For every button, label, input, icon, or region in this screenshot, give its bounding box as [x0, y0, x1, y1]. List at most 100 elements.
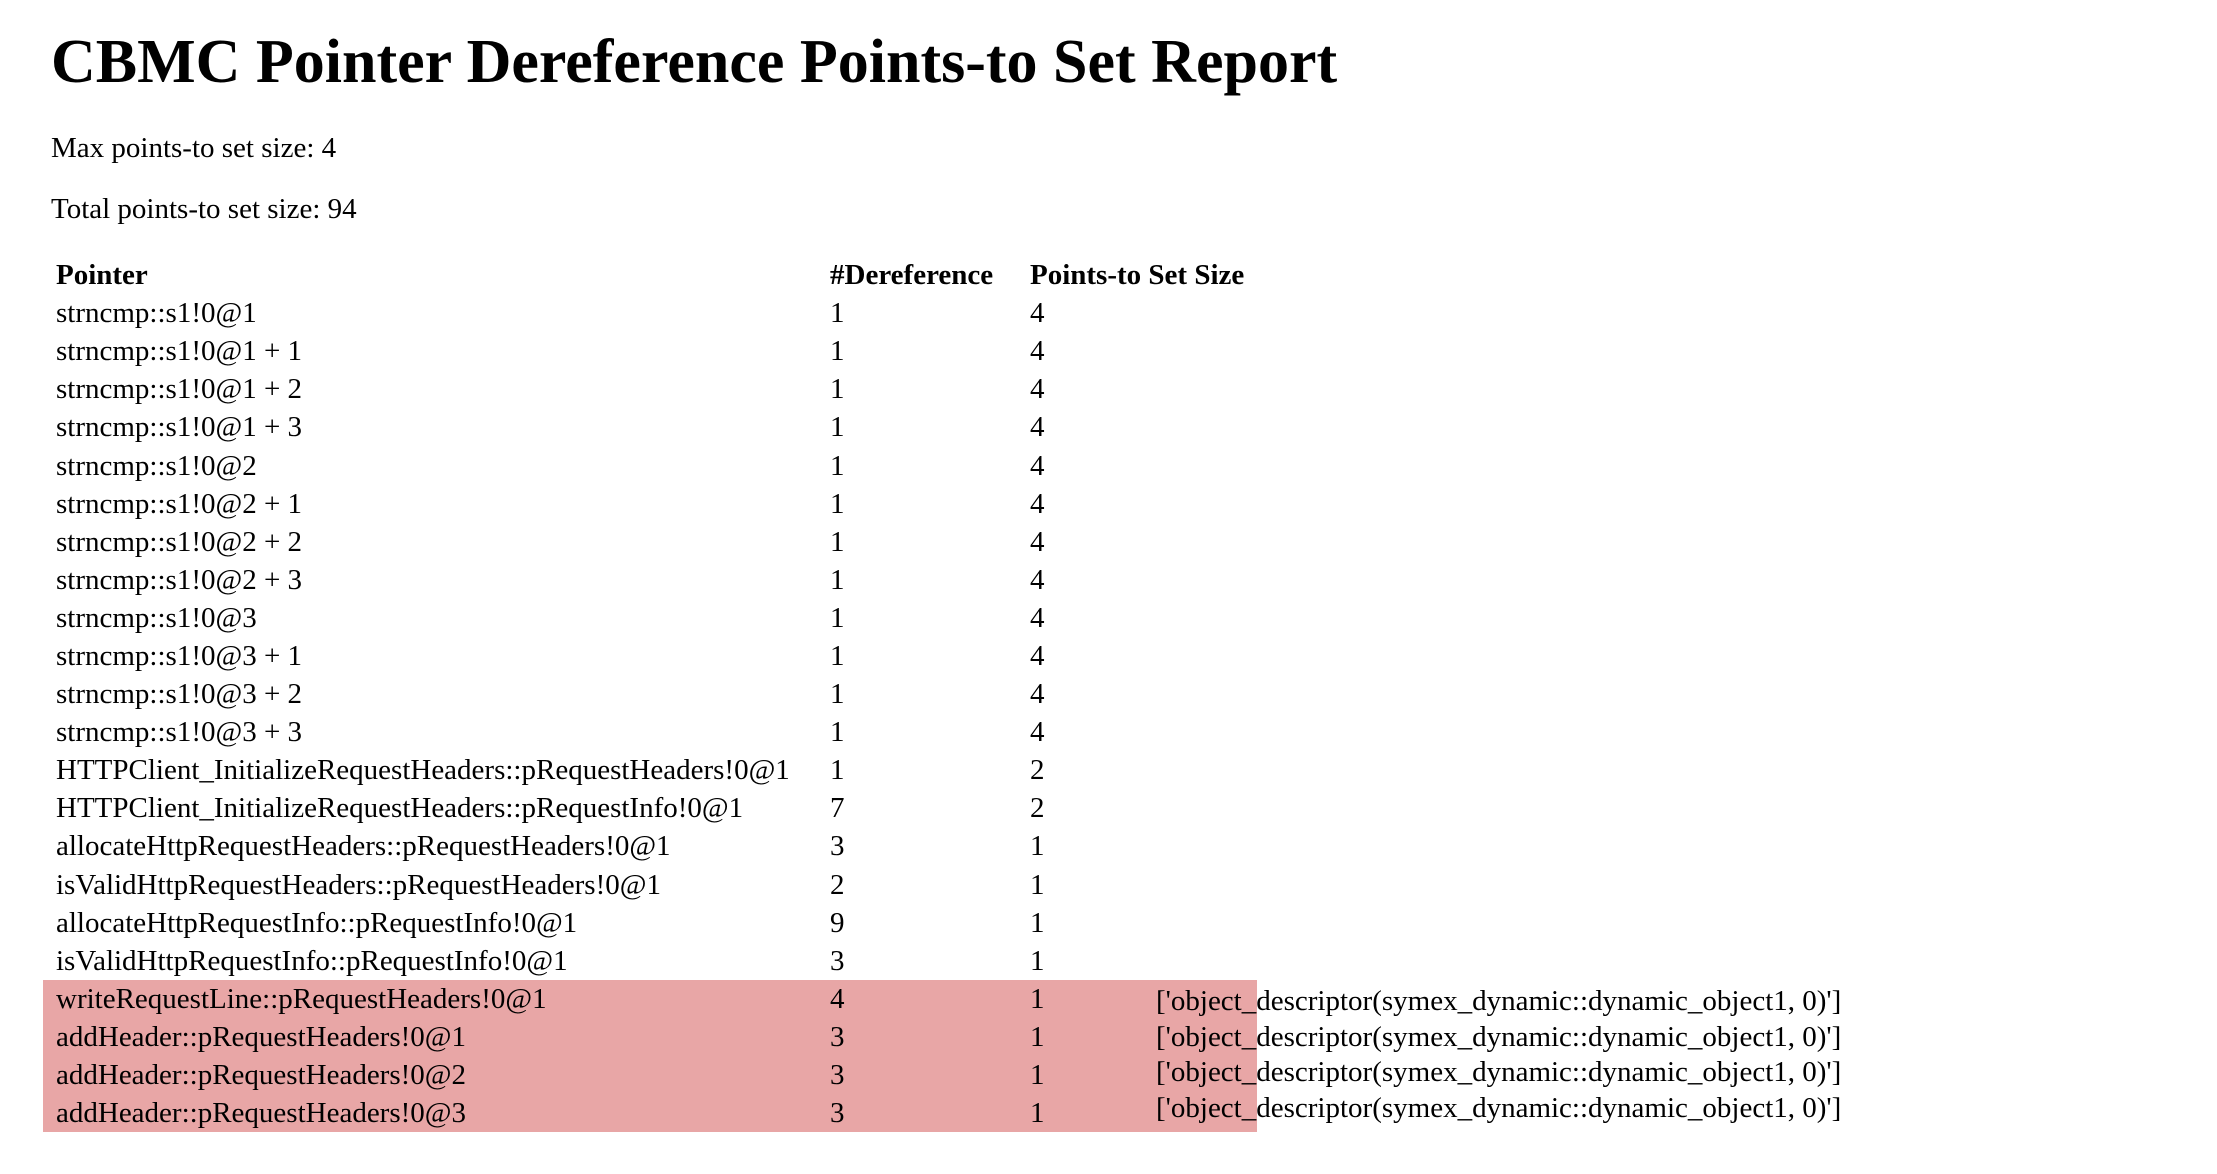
set-size-cell: 4	[1030, 716, 1045, 749]
set-size-cell: 1	[1017, 1017, 1258, 1056]
header-dereference: #Dereference	[830, 259, 994, 292]
pointer-cell: addHeader::pRequestHeaders!0@1	[43, 1017, 817, 1056]
page-title: CBMC Pointer Dereference Points-to Set R…	[51, 28, 1338, 96]
pointer-cell: writeRequestLine::pRequestHeaders!0@1	[43, 979, 817, 1018]
set-size-cell: 1	[1017, 979, 1258, 1018]
table-row: writeRequestLine::pRequestHeaders!0@1 4 1	[43, 979, 1258, 1018]
pointer-cell: strncmp::s1!0@2 + 2	[56, 525, 303, 558]
pointer-cell: addHeader::pRequestHeaders!0@2	[43, 1055, 817, 1095]
dereference-count-cell: 1	[830, 601, 845, 634]
table-row: addHeader::pRequestHeaders!0@2 3 1	[43, 1055, 1258, 1095]
object-descriptor-line: ['object_descriptor(symex_dynamic::dynam…	[1156, 1056, 1842, 1088]
pointer-cell: strncmp::s1!0@2 + 3	[56, 563, 303, 596]
pointer-cell: isValidHttpRequestHeaders::pRequestHeade…	[56, 868, 661, 901]
set-size-cell: 4	[1030, 525, 1045, 558]
table-row: strncmp::s1!0@2 + 1 1 4	[43, 485, 1257, 523]
pointer-cell: strncmp::s1!0@1 + 2	[56, 373, 303, 406]
dereference-count-cell: 3	[817, 1055, 1017, 1095]
dereference-count-cell: 1	[830, 639, 845, 672]
header-points-to-set-size: Points-to Set Size	[1030, 259, 1245, 292]
table-header-row: Pointer #Dereference Points-to Set Size	[43, 256, 1257, 294]
set-size-cell: 4	[1030, 297, 1045, 330]
set-size-cell: 4	[1030, 639, 1045, 672]
table-row: strncmp::s1!0@3 + 2 1 4	[43, 675, 1257, 713]
dereference-count-cell: 2	[830, 868, 845, 901]
set-size-cell: 1	[1030, 906, 1045, 939]
table-row: addHeader::pRequestHeaders!0@3 3 1	[43, 1094, 1258, 1133]
dereference-count-cell: 7	[830, 792, 845, 825]
points-to-table: Pointer #Dereference Points-to Set Size …	[43, 256, 1258, 1133]
set-size-cell: 1	[1030, 830, 1045, 863]
dereference-count-cell: 1	[830, 525, 845, 558]
object-descriptor-line: ['object_descriptor(symex_dynamic::dynam…	[1156, 985, 1842, 1017]
pointer-cell: strncmp::s1!0@3 + 2	[56, 678, 303, 711]
pointer-cell: allocateHttpRequestHeaders::pRequestHead…	[56, 830, 671, 863]
table-row: strncmp::s1!0@1 + 2 1 4	[43, 370, 1257, 408]
dereference-count-cell: 1	[830, 411, 845, 444]
set-size-cell: 4	[1030, 335, 1045, 368]
pointer-cell: strncmp::s1!0@3	[56, 601, 257, 634]
table-row: HTTPClient_InitializeRequestHeaders::pRe…	[43, 751, 1257, 789]
dereference-count-cell: 1	[830, 449, 845, 482]
table-row: strncmp::s1!0@1 1 4	[43, 294, 1257, 332]
set-size-cell: 1	[1017, 1055, 1258, 1095]
pointer-cell: strncmp::s1!0@2 + 1	[56, 487, 303, 520]
table-row: allocateHttpRequestInfo::pRequestInfo!0@…	[43, 904, 1257, 942]
set-size-cell: 1	[1017, 1094, 1258, 1133]
dereference-count-cell: 9	[830, 906, 845, 939]
pointer-cell: HTTPClient_InitializeRequestHeaders::pRe…	[56, 754, 790, 787]
dereference-count-cell: 1	[830, 716, 845, 749]
dereference-count-cell: 1	[830, 487, 845, 520]
dereference-count-cell: 4	[817, 979, 1017, 1018]
table-row: strncmp::s1!0@1 + 1 1 4	[43, 332, 1257, 370]
pointer-cell: strncmp::s1!0@1	[56, 297, 257, 330]
table-row: strncmp::s1!0@2 + 3 1 4	[43, 561, 1257, 599]
set-size-cell: 1	[1030, 944, 1045, 977]
table-row: strncmp::s1!0@3 1 4	[43, 599, 1257, 637]
set-size-cell: 4	[1030, 563, 1045, 596]
pointer-cell: HTTPClient_InitializeRequestHeaders::pRe…	[56, 792, 744, 825]
pointer-cell: isValidHttpRequestInfo::pRequestInfo!0@1	[56, 944, 568, 977]
dereference-count-cell: 1	[830, 335, 845, 368]
set-size-cell: 1	[1030, 868, 1045, 901]
table-row: isValidHttpRequestInfo::pRequestInfo!0@1…	[43, 942, 1257, 980]
dereference-count-cell: 1	[830, 297, 845, 330]
pointer-cell: strncmp::s1!0@1 + 1	[56, 335, 303, 368]
object-descriptor-line: ['object_descriptor(symex_dynamic::dynam…	[1156, 1091, 1842, 1124]
pointer-cell: strncmp::s1!0@2	[56, 449, 257, 482]
set-size-cell: 2	[1030, 754, 1045, 787]
pointer-cell: strncmp::s1!0@3 + 3	[56, 716, 303, 749]
set-size-cell: 4	[1030, 411, 1045, 444]
points-to-targets: ['object_descriptor(symex_dynamic::dynam…	[1156, 984, 1841, 1126]
dereference-count-cell: 3	[830, 944, 845, 977]
table-row: strncmp::s1!0@3 + 1 1 4	[43, 637, 1257, 675]
dereference-count-cell: 3	[830, 830, 845, 863]
dereference-count-cell: 1	[830, 678, 845, 711]
set-size-cell: 4	[1030, 487, 1045, 520]
pointer-cell: strncmp::s1!0@3 + 1	[56, 639, 303, 672]
header-pointer: Pointer	[56, 259, 148, 292]
pointer-cell: allocateHttpRequestInfo::pRequestInfo!0@…	[56, 906, 578, 939]
pointer-cell: strncmp::s1!0@1 + 3	[56, 411, 303, 444]
pointer-cell: addHeader::pRequestHeaders!0@3	[43, 1094, 817, 1133]
table-row: strncmp::s1!0@3 + 3 1 4	[43, 713, 1257, 751]
table-row: isValidHttpRequestHeaders::pRequestHeade…	[43, 866, 1257, 904]
object-descriptor-line: ['object_descriptor(symex_dynamic::dynam…	[1156, 1020, 1842, 1053]
dereference-count-cell: 3	[817, 1094, 1017, 1133]
set-size-cell: 4	[1030, 678, 1045, 711]
set-size-cell: 4	[1030, 373, 1045, 406]
table-row: strncmp::s1!0@2 + 2 1 4	[43, 523, 1257, 561]
set-size-cell: 2	[1030, 792, 1045, 825]
set-size-cell: 4	[1030, 601, 1045, 634]
table-row: strncmp::s1!0@1 + 3 1 4	[43, 408, 1257, 446]
dereference-count-cell: 1	[830, 373, 845, 406]
table-row: HTTPClient_InitializeRequestHeaders::pRe…	[43, 789, 1257, 827]
table-row: strncmp::s1!0@2 1 4	[43, 446, 1257, 484]
dereference-count-cell: 3	[817, 1017, 1017, 1056]
table-row: addHeader::pRequestHeaders!0@1 3 1	[43, 1017, 1258, 1056]
max-set-size-stat: Max points-to set size: 4	[51, 132, 337, 164]
table-row: allocateHttpRequestHeaders::pRequestHead…	[43, 827, 1257, 865]
dereference-count-cell: 1	[830, 754, 845, 787]
